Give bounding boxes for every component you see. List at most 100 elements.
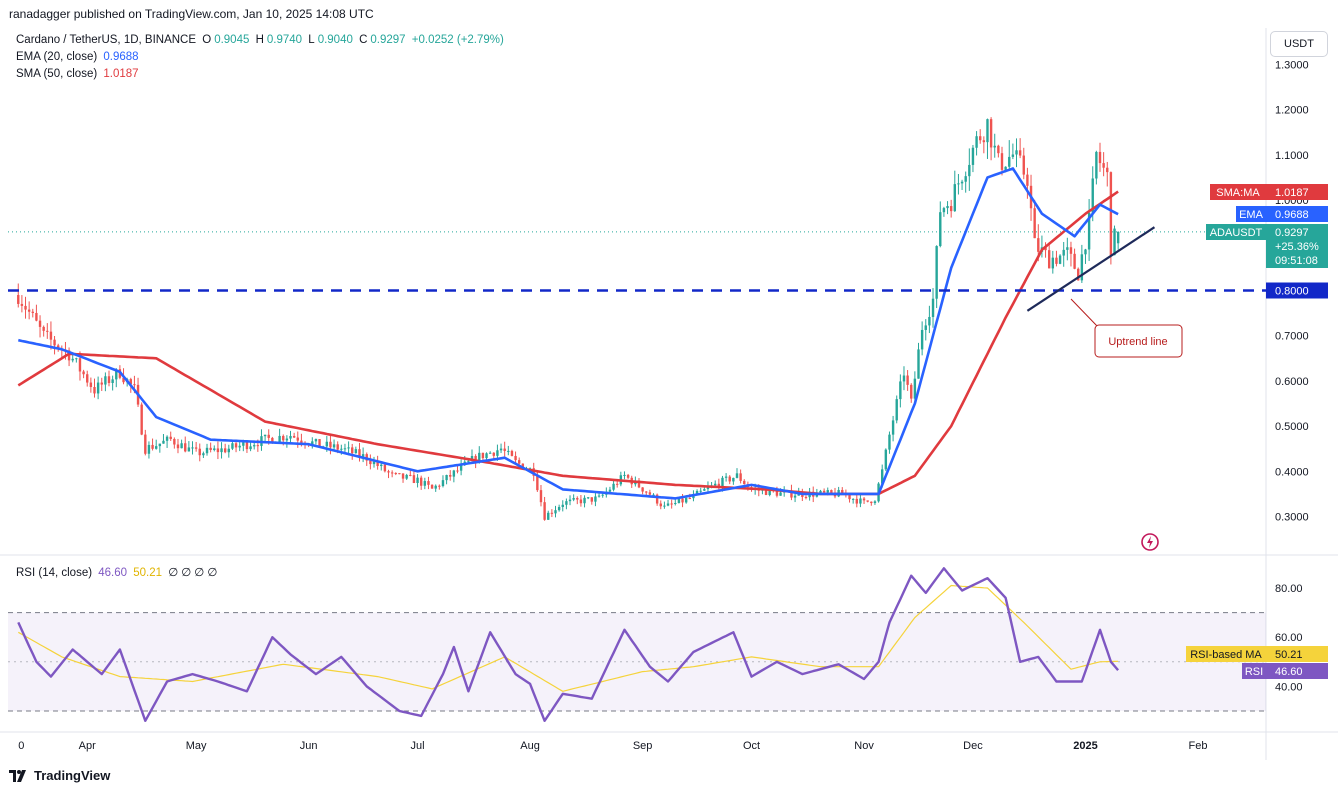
rsi-tag[interactable]: RSI 46.60 bbox=[1242, 663, 1328, 679]
candle-body bbox=[543, 502, 546, 520]
candle-body bbox=[906, 375, 909, 385]
change-value: +0.0252 (+2.79%) bbox=[411, 34, 504, 46]
support-tag-value: 0.8000 bbox=[1275, 286, 1309, 298]
candle-body bbox=[191, 447, 194, 449]
candle-body bbox=[884, 449, 888, 470]
lightning-icon[interactable] bbox=[1140, 532, 1160, 552]
candle-body bbox=[601, 494, 604, 496]
candle-body bbox=[866, 500, 869, 502]
candle-body bbox=[318, 439, 321, 447]
candle-body bbox=[441, 480, 445, 487]
support-tag[interactable]: 0.8000 bbox=[1266, 282, 1328, 299]
ema-legend[interactable]: EMA (20, close) 0.9688 bbox=[16, 51, 142, 63]
candle-body bbox=[71, 358, 74, 361]
candle-body bbox=[1004, 166, 1007, 170]
candle-body bbox=[329, 441, 332, 448]
candle-body bbox=[706, 487, 710, 490]
ema-value: 0.9688 bbox=[103, 51, 139, 63]
candle-body bbox=[1047, 250, 1051, 269]
candle-body bbox=[946, 206, 949, 209]
candle-body bbox=[645, 491, 648, 493]
candle-body bbox=[1044, 247, 1047, 251]
candle-body bbox=[253, 445, 256, 447]
candle-body bbox=[1022, 155, 1025, 175]
candle-body bbox=[968, 164, 971, 177]
candle-body bbox=[430, 484, 434, 489]
candle-body bbox=[728, 476, 731, 482]
rsi-ma-line bbox=[18, 584, 1119, 692]
rsi-label: RSI (14, close) bbox=[16, 567, 93, 579]
candle-body bbox=[565, 501, 568, 505]
candle-body bbox=[267, 434, 270, 438]
candle-body bbox=[234, 443, 238, 448]
sma-tag[interactable]: SMA:MA 1.0187 bbox=[1210, 184, 1328, 200]
rsi-ma-tag[interactable]: RSI-based MA 50.21 bbox=[1186, 646, 1328, 662]
candle-body bbox=[1015, 150, 1018, 155]
candle-body bbox=[242, 442, 245, 446]
symbol-name[interactable]: Cardano / TetherUS, 1D, BINANCE bbox=[16, 34, 197, 46]
candle-body bbox=[1098, 151, 1102, 164]
candle-body bbox=[775, 491, 779, 496]
candle-body bbox=[20, 303, 24, 306]
uptrend-line[interactable] bbox=[1026, 226, 1156, 312]
candle-body bbox=[209, 447, 212, 450]
candle-body bbox=[695, 490, 699, 495]
candle-body bbox=[351, 447, 354, 454]
candle-body bbox=[616, 483, 619, 485]
price-tag-box[interactable] bbox=[1266, 224, 1328, 268]
ema-tag-value-box bbox=[1266, 206, 1328, 222]
sma-legend[interactable]: SMA (50, close) 1.0187 bbox=[16, 68, 142, 80]
candle-body bbox=[256, 445, 260, 447]
low-label: L bbox=[308, 34, 315, 46]
candle-body bbox=[401, 473, 405, 479]
candle-body bbox=[572, 498, 575, 500]
rsi-ma-tag-label: RSI-based MA bbox=[1190, 649, 1262, 661]
annotation-box[interactable] bbox=[1094, 324, 1183, 358]
rsi-legend[interactable]: RSI (14, close) 46.60 50.21 ∅ ∅ ∅ ∅ bbox=[16, 565, 220, 579]
candle-body bbox=[419, 477, 423, 486]
candle-body bbox=[732, 477, 735, 482]
candle-body bbox=[975, 136, 978, 148]
candle-body bbox=[822, 490, 826, 493]
candle-body bbox=[1080, 254, 1084, 281]
candle-body bbox=[198, 448, 201, 456]
candle-body bbox=[982, 140, 986, 143]
candle-body bbox=[953, 184, 956, 212]
rsi-tick-label: 40.00 bbox=[1275, 681, 1303, 693]
candle-body bbox=[452, 470, 456, 477]
candle-body bbox=[924, 325, 927, 330]
candle-body bbox=[383, 464, 387, 472]
candle-body bbox=[147, 444, 151, 454]
candle-body bbox=[1102, 163, 1105, 168]
ema-tag[interactable]: EMA 0.9688 bbox=[1236, 206, 1328, 222]
candle-body bbox=[35, 312, 38, 321]
candle-body bbox=[935, 246, 938, 299]
candle-body bbox=[561, 504, 564, 507]
candle-body bbox=[343, 448, 347, 450]
rsi-extra-3: ∅ bbox=[194, 567, 205, 579]
candle-body bbox=[314, 439, 318, 442]
candle-body bbox=[881, 469, 884, 484]
candle-body bbox=[666, 503, 670, 506]
candle-body bbox=[1008, 156, 1011, 167]
candle-body bbox=[459, 464, 463, 471]
candle-body bbox=[93, 387, 96, 394]
symbol-legend: Cardano / TetherUS, 1D, BINANCE O 0.9045 … bbox=[16, 34, 507, 46]
candle-body bbox=[699, 490, 702, 492]
candle-body bbox=[964, 176, 967, 182]
time-tick-label: Jul bbox=[411, 740, 425, 752]
close-value: 0.9297 bbox=[370, 34, 406, 46]
candle-body bbox=[332, 444, 336, 448]
ema-tag-label-box bbox=[1236, 206, 1266, 222]
candle-body bbox=[779, 492, 782, 496]
candle-body bbox=[1069, 247, 1073, 254]
candle-body bbox=[1026, 174, 1029, 186]
ema-tag-value: 0.9688 bbox=[1275, 209, 1309, 221]
footer-brand[interactable]: TradingView bbox=[9, 768, 110, 783]
price-tag-change: +25.36% bbox=[1275, 241, 1319, 253]
candle-body bbox=[75, 358, 78, 360]
time-tick-label: Jun bbox=[300, 740, 318, 752]
time-tick-label: May bbox=[186, 740, 207, 752]
currency-button[interactable]: USDT bbox=[1270, 31, 1328, 57]
